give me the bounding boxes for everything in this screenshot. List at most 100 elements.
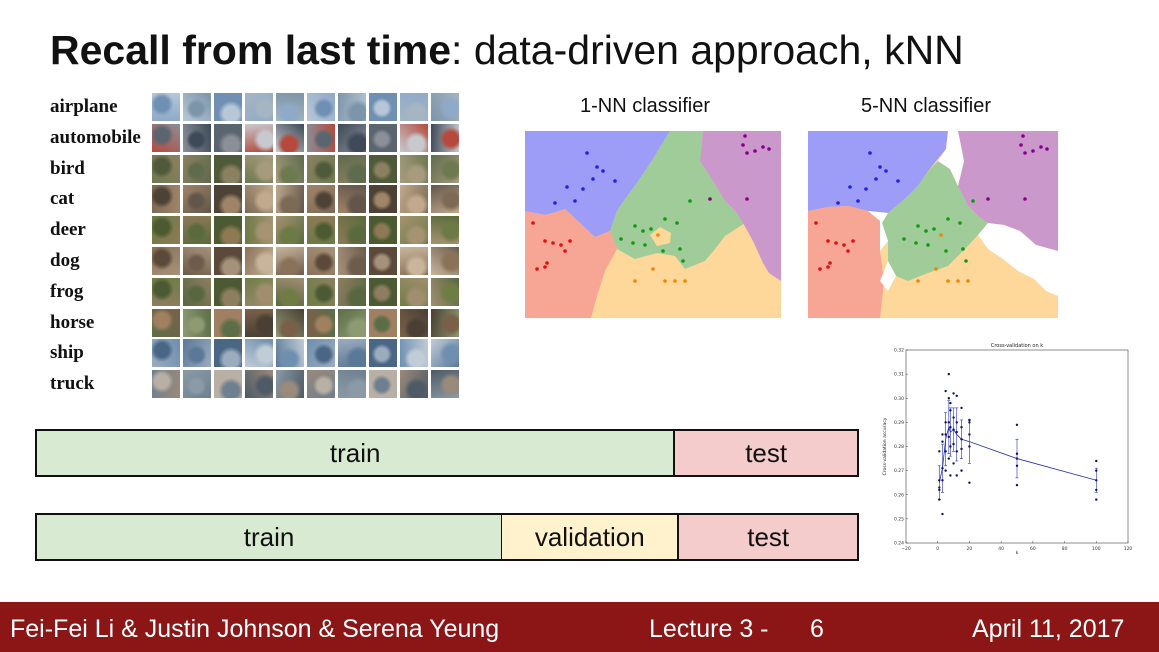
cifar-thumbnail-image xyxy=(214,93,242,121)
fold-accuracy-point xyxy=(968,445,971,448)
fold-accuracy-point xyxy=(941,440,944,443)
fold-accuracy-point xyxy=(947,397,951,400)
slide-footer: Fei-Fei Li & Justin Johnson & Serena Yeu… xyxy=(0,602,1159,652)
cifar-thumbnail-image xyxy=(183,339,211,368)
fold-accuracy-point xyxy=(960,406,963,410)
cifar-thumbnail-image xyxy=(276,93,304,121)
fold-accuracy-point xyxy=(955,394,958,398)
cifar-thumbnail-image xyxy=(431,308,459,337)
cifar-thumbnail-image xyxy=(276,123,304,152)
cifar-thumbnail-image xyxy=(369,154,397,183)
cifar-thumbnail-image xyxy=(183,247,211,275)
green-region xyxy=(882,161,988,281)
fold-accuracy-point xyxy=(952,392,955,395)
cifar-thumbnail-image xyxy=(431,185,459,214)
cifar-thumbnail-image xyxy=(214,277,242,306)
cifar-thumbnail-image xyxy=(338,154,366,183)
red-region xyxy=(808,206,884,318)
cifar-thumbnail-image xyxy=(400,277,428,306)
cifar-thumbnail-image xyxy=(338,277,366,306)
fold-accuracy-point xyxy=(949,409,952,412)
split-segment-test: test xyxy=(673,431,857,475)
cifar-thumbnail-image xyxy=(307,247,335,275)
x-tick-label: 120 xyxy=(1124,546,1133,552)
fold-accuracy-point xyxy=(949,401,952,405)
cifar-thumbnail-image xyxy=(276,247,304,275)
fold-accuracy-point xyxy=(944,450,947,453)
y-tick-label: 0.25 xyxy=(894,516,904,522)
slide-title-bold: Recall from last time xyxy=(50,27,452,73)
cifar-thumbnail-image xyxy=(369,308,397,337)
cifar-thumbnail-image xyxy=(152,308,180,337)
cifar-thumbnail-image xyxy=(214,123,242,152)
purple-region xyxy=(700,131,781,281)
cifar-thumbnail-image xyxy=(152,247,180,275)
cifar-thumbnail-image xyxy=(214,216,242,245)
cifar-thumbnail-image xyxy=(152,185,180,214)
cifar-thumbnail-image xyxy=(152,339,180,368)
purple-points xyxy=(708,134,771,201)
cifar-thumbnail-image xyxy=(338,370,366,399)
nn1-title: 1-NN classifier xyxy=(580,95,711,117)
cifar-thumbnail-image xyxy=(183,185,211,214)
y-tick-label: 0.30 xyxy=(894,396,904,402)
orange-points xyxy=(916,233,970,283)
footer-authors: Fei-Fei Li & Justin Johnson & Serena Yeu… xyxy=(10,615,500,643)
x-tick-label: 20 xyxy=(967,546,973,552)
cifar-thumbnail-image xyxy=(214,154,242,183)
fold-accuracy-point xyxy=(949,474,952,477)
cifar-thumbnail-image xyxy=(276,370,304,399)
y-tick-label: 0.31 xyxy=(894,372,904,378)
y-tick-label: 0.28 xyxy=(894,444,904,450)
x-tick-label: 100 xyxy=(1092,546,1101,552)
fold-accuracy-point xyxy=(1015,423,1019,426)
fold-accuracy-point xyxy=(947,421,951,424)
cifar-thumbnail-image xyxy=(369,247,397,275)
cifar-thumbnail-image xyxy=(338,339,366,368)
fold-accuracy-point xyxy=(1095,459,1098,463)
chart-title: Cross-validation on k xyxy=(991,343,1043,349)
footer-page-number: 6 xyxy=(810,615,824,643)
cifar-thumbnail-image xyxy=(183,216,211,245)
fold-accuracy-point xyxy=(938,450,941,453)
cifar-thumbnail-image xyxy=(276,339,304,368)
fold-accuracy-point xyxy=(944,433,947,436)
y-tick-label: 0.26 xyxy=(894,492,904,498)
purple-points xyxy=(986,134,1049,201)
fold-accuracy-point xyxy=(968,481,971,484)
cifar-thumbnails xyxy=(152,370,462,399)
purple-region xyxy=(958,131,1058,251)
white-gap-bottom xyxy=(880,261,896,291)
cifar-thumbnail-image xyxy=(276,277,304,306)
fold-accuracy-point xyxy=(941,479,944,482)
fold-accuracy-point xyxy=(941,433,944,436)
fold-accuracy-point xyxy=(952,462,955,465)
cifar-thumbnail-image xyxy=(214,370,242,399)
red-points xyxy=(531,221,572,271)
cifar-thumbnail-image xyxy=(245,216,273,245)
cifar-thumbnail-image xyxy=(307,93,335,121)
fold-accuracy-point xyxy=(944,469,947,472)
y-tick-label: 0.27 xyxy=(894,468,904,474)
fold-accuracy-point xyxy=(968,421,971,424)
split-segment-train: train xyxy=(37,431,674,475)
cifar-thumbnail-image xyxy=(338,308,366,337)
cifar-thumbnail-image xyxy=(276,308,304,337)
cifar-thumbnail-image xyxy=(276,154,304,183)
cifar-thumbnail-image xyxy=(307,277,335,306)
fold-accuracy-point xyxy=(944,389,947,393)
y-tick-label: 0.29 xyxy=(894,420,904,426)
fold-accuracy-point xyxy=(955,474,958,477)
fold-accuracy-point xyxy=(960,438,963,441)
cifar-thumbnail-image xyxy=(400,93,428,121)
fold-accuracy-point xyxy=(944,421,947,424)
white-gap-top xyxy=(938,131,964,186)
fold-accuracy-point xyxy=(955,450,958,453)
train-test-split-bar: train test xyxy=(35,429,859,477)
cifar-class-label: horse xyxy=(50,311,95,333)
cifar-thumbnail-image xyxy=(307,339,335,368)
cifar-thumbnails xyxy=(152,247,462,275)
green-region xyxy=(610,131,745,269)
y-tick-label: 0.24 xyxy=(894,541,904,547)
cifar-thumbnail-image xyxy=(400,216,428,245)
